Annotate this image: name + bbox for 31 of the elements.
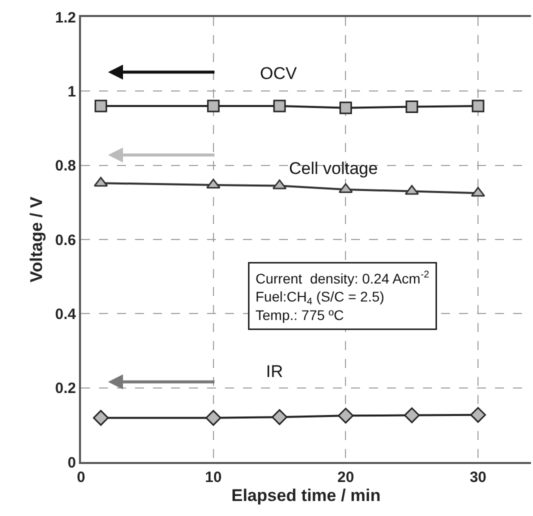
y-axis-title: Voltage / V bbox=[27, 196, 46, 282]
point bbox=[92, 410, 109, 426]
annotation: OCV bbox=[260, 64, 298, 83]
y-tick-label: 0.6 bbox=[55, 232, 76, 249]
point bbox=[406, 100, 418, 113]
point bbox=[272, 179, 287, 190]
point bbox=[94, 100, 108, 112]
point bbox=[207, 100, 220, 112]
y-tick-label: 1.2 bbox=[55, 9, 76, 26]
point bbox=[404, 407, 420, 424]
point bbox=[273, 100, 286, 112]
y-tick-label: 1 bbox=[68, 83, 76, 100]
annotation: IR bbox=[266, 362, 283, 381]
point bbox=[470, 407, 486, 423]
point bbox=[339, 102, 352, 114]
x-tick-label: 10 bbox=[205, 469, 222, 486]
y-tick-label: 0 bbox=[68, 454, 76, 472]
y-tick-label: 0.8 bbox=[55, 158, 76, 175]
point bbox=[472, 100, 484, 112]
text: Current density: 0.24 Acm$^{-2}$ Fuel:CH$_{4}$ (S/C = 2.5) Temp.: 775 ºC bbox=[256, 270, 430, 323]
y-tick-label: 0.2 bbox=[55, 380, 76, 398]
point bbox=[205, 410, 222, 426]
x-axis-title: Elapsed time / min bbox=[231, 486, 381, 505]
point bbox=[272, 409, 288, 426]
x-tick-label: 30 bbox=[470, 469, 486, 486]
point bbox=[470, 186, 486, 197]
y-tick-label: 0.4 bbox=[55, 306, 77, 323]
point bbox=[338, 408, 354, 424]
annotation: Cell voltage bbox=[289, 159, 378, 178]
x-tick-label: 20 bbox=[337, 469, 354, 486]
point bbox=[94, 176, 108, 187]
